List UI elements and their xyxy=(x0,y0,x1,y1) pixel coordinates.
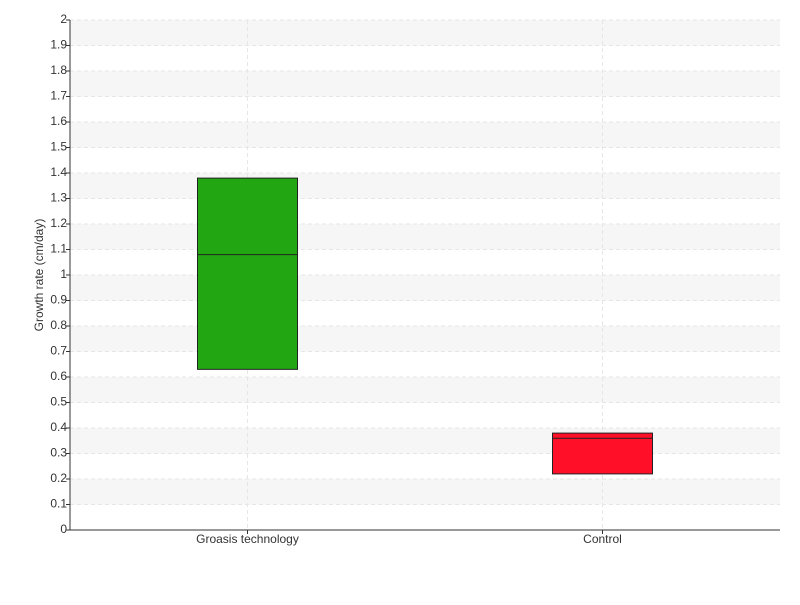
box xyxy=(197,177,298,370)
grid-band xyxy=(70,122,780,148)
grid-band xyxy=(70,224,780,250)
y-tick-label: 1 xyxy=(60,267,67,281)
y-tick-label: 0.7 xyxy=(50,344,67,358)
grid-band xyxy=(70,20,780,46)
y-tick-label: 2 xyxy=(60,12,67,26)
y-tick-label: 1.3 xyxy=(50,191,67,205)
y-tick-label: 1.1 xyxy=(50,242,67,256)
grid-band xyxy=(70,428,780,454)
box xyxy=(552,432,653,475)
y-tick-label: 0.2 xyxy=(50,471,67,485)
y-tick-label: 0.4 xyxy=(50,420,67,434)
y-tick-label: 1.6 xyxy=(50,114,67,128)
grid-band xyxy=(70,326,780,352)
y-tick-label: 1.2 xyxy=(50,216,67,230)
y-tick-label: 0.6 xyxy=(50,369,67,383)
y-tick-label: 0.1 xyxy=(50,497,67,511)
grid-band xyxy=(70,71,780,97)
x-tick-label: Control xyxy=(583,532,622,546)
y-tick-label: 1.8 xyxy=(50,63,67,77)
y-tick-label: 1.5 xyxy=(50,140,67,154)
y-tick-label: 0.3 xyxy=(50,446,67,460)
grid-band xyxy=(70,479,780,505)
y-axis-label: Growth rate (cm/day) xyxy=(32,219,46,332)
y-tick-label: 0 xyxy=(60,522,67,536)
y-tick-label: 0.9 xyxy=(50,293,67,307)
y-tick-label: 0.5 xyxy=(50,395,67,409)
y-tick-label: 1.9 xyxy=(50,38,67,52)
y-tick-label: 1.4 xyxy=(50,165,67,179)
grid-band xyxy=(70,377,780,403)
y-tick-label: 1.7 xyxy=(50,89,67,103)
y-tick-label: 0.8 xyxy=(50,318,67,332)
x-tick-label: Groasis technology xyxy=(196,532,299,546)
grid-band xyxy=(70,275,780,301)
grid-band xyxy=(70,173,780,199)
